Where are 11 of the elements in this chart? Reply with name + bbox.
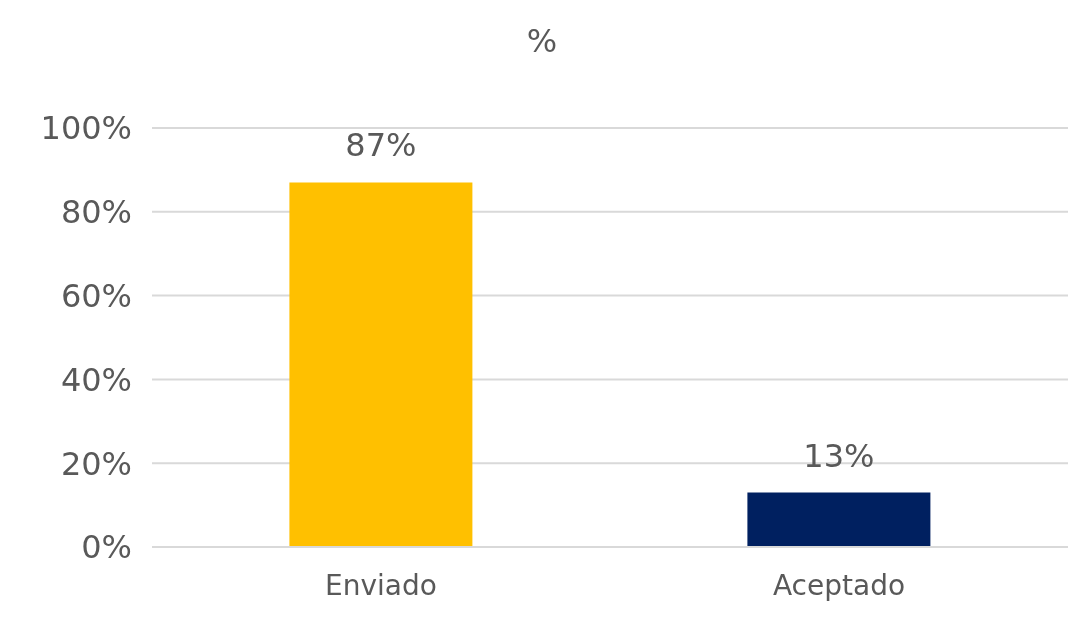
y-tick-label: 20% <box>60 444 132 483</box>
data-label: 87% <box>345 126 417 165</box>
y-tick-label: 100% <box>40 109 132 148</box>
x-tick-label: Enviado <box>325 568 437 602</box>
chart-title: % <box>525 22 559 60</box>
data-label: 13% <box>803 436 875 475</box>
y-tick-label: 60% <box>60 276 132 315</box>
y-tick-label: 40% <box>60 360 132 399</box>
x-tick-label: Aceptado <box>772 568 906 602</box>
y-tick-label: 80% <box>60 193 132 232</box>
y-tick-label: 0% <box>81 528 132 567</box>
